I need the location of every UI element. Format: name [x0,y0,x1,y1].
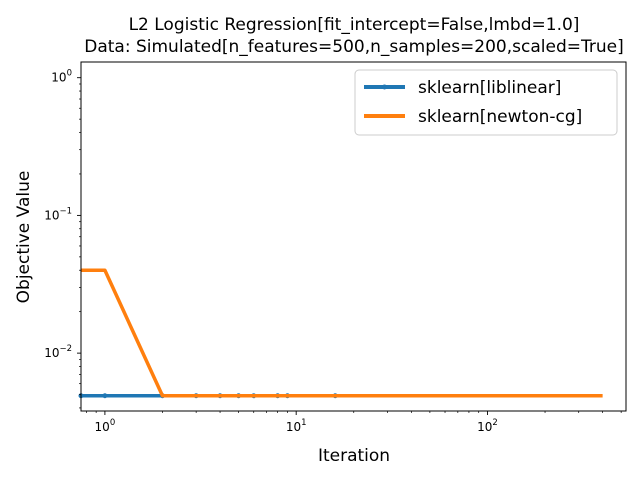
y-tick-label-2: 100 [51,69,72,85]
series-point-0-1 [102,393,108,399]
series-line-1 [81,268,603,398]
chart-title-line1: L2 Logistic Regression[fit_intercept=Fal… [129,15,580,35]
legend-label-newton-cg: sklearn[newton-cg] [418,107,582,127]
series-layer [78,268,603,399]
legend-box [354,69,618,136]
x-tick-label-1: 101 [286,418,307,434]
legend: sklearn[liblinear] sklearn[newton-cg] [354,69,618,136]
x-tick-label-2: 102 [477,418,498,434]
x-tick-label-0: 100 [95,418,116,434]
legend-marker-liblinear [382,84,387,90]
y-ticks: 10−2 10−1 100 [44,69,81,409]
x-axis-label: Iteration [318,446,390,466]
y-axis-label: Objective Value [14,171,34,304]
legend-label-liblinear: sklearn[liblinear] [418,78,561,98]
y-tick-label-0: 10−2 [44,344,72,360]
plot-area: 100 101 102 10−2 10−1 100 [44,61,627,434]
y-tick-label-1: 10−1 [44,206,72,222]
chart-title-line2: Data: Simulated[n_features=500,n_samples… [84,37,623,57]
x-ticks: 100 101 102 [86,411,622,434]
